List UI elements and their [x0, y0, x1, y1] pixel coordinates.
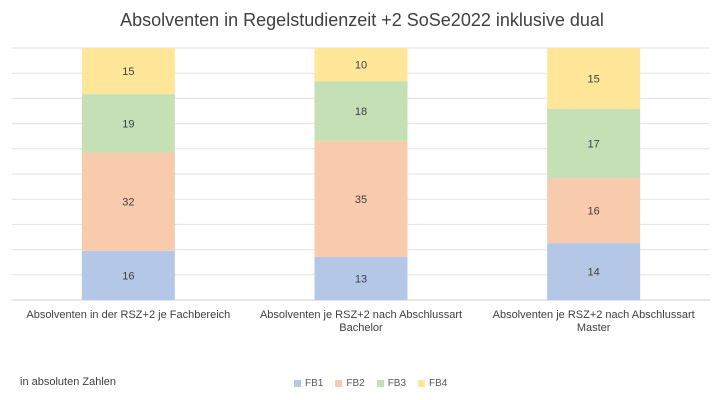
bar-segment-fb2-1 — [81, 152, 175, 251]
bar-segment-fb4-2 — [314, 48, 408, 82]
category-label: Absolventen je RSZ+2 nach Abschlussart M… — [492, 309, 695, 334]
legend-swatch — [294, 380, 301, 387]
units-note: in absoluten Zahlen — [20, 376, 117, 388]
category-label: Absolventen in der RSZ+2 je Fachbereich — [26, 309, 231, 321]
legend-swatch — [335, 380, 343, 387]
legend-swatch — [418, 380, 426, 387]
legend-item-fb2: FB2 — [335, 378, 365, 389]
data-label: 14 — [588, 267, 600, 279]
chart-title: Absolventen in Regelstudienzeit +2 SoSe2… — [120, 10, 604, 30]
bar-segment-fb4-3 — [547, 48, 641, 109]
legend-item-fb1: FB1 — [294, 378, 323, 389]
legend-label: FB3 — [387, 378, 407, 389]
legend-item-fb3: FB3 — [376, 378, 407, 389]
data-label: 10 — [355, 60, 367, 72]
data-label: 19 — [122, 118, 134, 130]
bar-segment-fb3-2 — [314, 81, 408, 141]
category-label: Absolventen je RSZ+2 nach Abschlussart B… — [259, 309, 463, 334]
bar-segment-fb2-2 — [314, 140, 408, 257]
data-label: 15 — [588, 73, 600, 85]
bar-segment-fb3-1 — [81, 94, 175, 153]
data-label: 13 — [355, 273, 367, 285]
legend-label: FB1 — [305, 378, 324, 389]
legend: FB1 FB2 FB3 FB4 — [294, 378, 447, 389]
data-label: 17 — [588, 139, 600, 151]
bar-segment-fb2-3 — [547, 178, 641, 244]
bar-segment-fb3-3 — [547, 108, 641, 179]
data-label: 18 — [355, 106, 367, 118]
legend-item-fb4: FB4 — [418, 378, 447, 389]
bar-segment-fb1-1 — [81, 250, 175, 300]
bar-segment-fb4-1 — [81, 48, 175, 95]
data-label: 32 — [122, 197, 134, 209]
data-label: 15 — [122, 66, 134, 78]
bar-segment-fb1-3 — [547, 243, 641, 300]
legend-label: FB2 — [346, 378, 365, 389]
data-label: 16 — [588, 206, 600, 218]
legend-swatch — [376, 380, 384, 387]
legend-label: FB4 — [429, 378, 448, 389]
bar-segment-fb1-2 — [314, 256, 408, 300]
data-label: 16 — [122, 270, 134, 282]
data-label: 35 — [355, 194, 367, 206]
